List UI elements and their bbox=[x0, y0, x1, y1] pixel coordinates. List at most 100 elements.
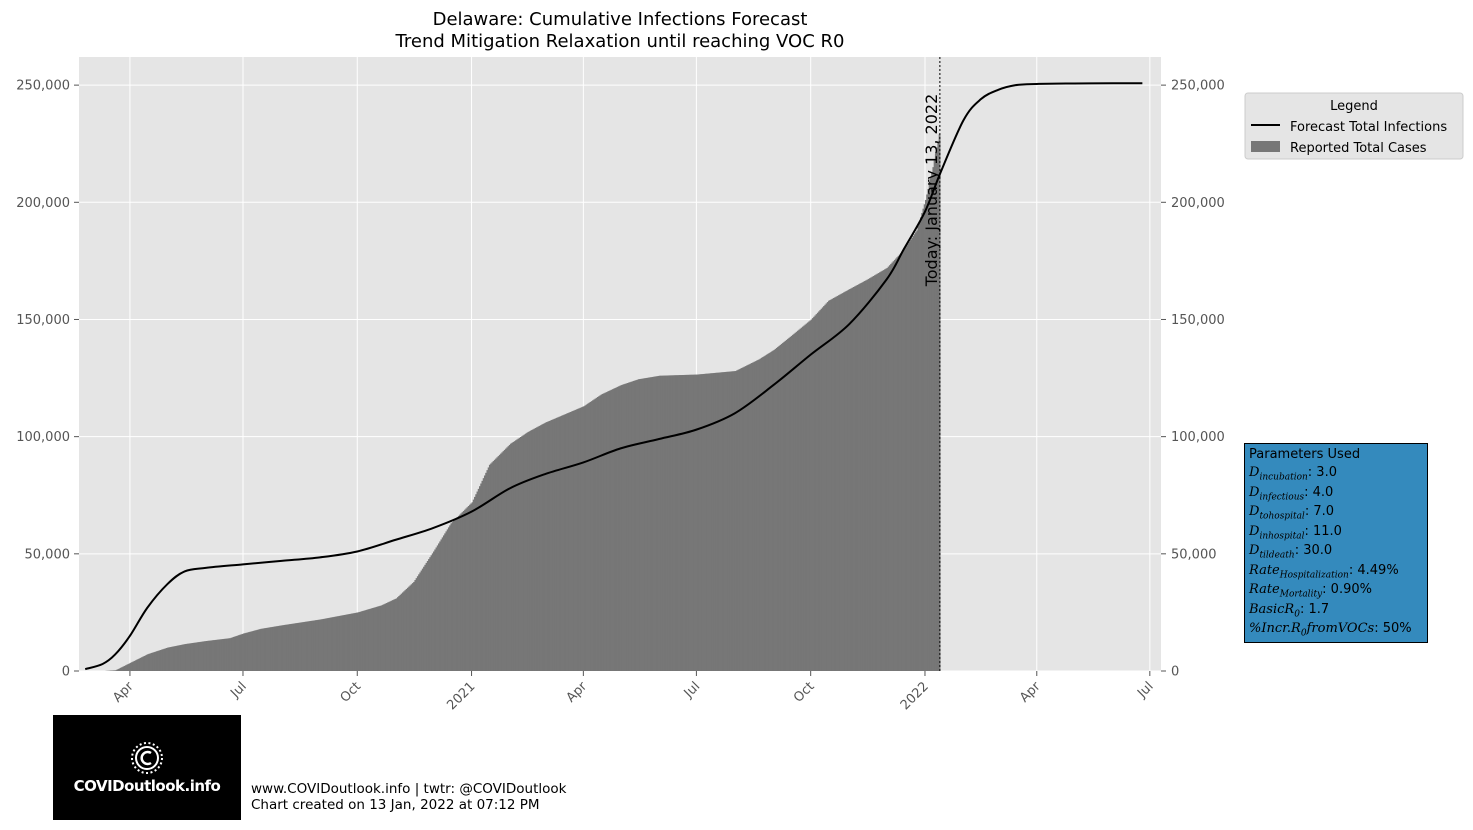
reported-case-bar bbox=[271, 626, 274, 671]
reported-case-bar bbox=[373, 607, 376, 671]
reported-case-bar bbox=[392, 600, 394, 671]
reported-case-bar bbox=[480, 483, 483, 671]
reported-case-bar bbox=[936, 147, 938, 671]
reported-case-bar bbox=[178, 645, 181, 671]
param-rate-hospitalization: RateHospitalization: 4.49% bbox=[1249, 562, 1399, 581]
reported-case-bar bbox=[247, 632, 250, 671]
reported-case-bar bbox=[334, 616, 337, 671]
reported-case-bar bbox=[558, 416, 561, 671]
reported-case-bar bbox=[880, 271, 883, 671]
reported-case-bar bbox=[718, 372, 721, 671]
reported-case-bar bbox=[861, 282, 864, 671]
reported-case-bar bbox=[255, 630, 258, 671]
reported-case-bar bbox=[696, 374, 699, 671]
today-marker: Today: January 13, 2022 bbox=[922, 57, 941, 671]
reported-case-bar bbox=[193, 642, 196, 671]
reported-case-bar bbox=[891, 262, 894, 671]
reported-case-bar bbox=[363, 610, 366, 671]
reported-case-bar bbox=[239, 634, 242, 671]
reported-case-bar bbox=[547, 421, 550, 671]
reported-case-bar bbox=[378, 606, 381, 671]
reported-case-bar bbox=[867, 278, 870, 671]
reported-case-bar bbox=[174, 646, 177, 671]
reported-case-bar bbox=[695, 374, 697, 671]
today-label: Today: January 13, 2022 bbox=[922, 94, 941, 288]
y-axis-left: 0 50,000 100,000 150,000 200,000 250,000 bbox=[16, 79, 79, 680]
reported-case-bar bbox=[397, 597, 399, 671]
reported-case-bar bbox=[811, 318, 814, 671]
x-tick-label: 2021 bbox=[444, 679, 478, 713]
reported-case-bar bbox=[310, 620, 312, 671]
reported-case-bar bbox=[759, 358, 762, 671]
reported-case-bar bbox=[297, 622, 300, 671]
reported-case-bar bbox=[466, 507, 469, 671]
reported-case-bar bbox=[823, 306, 825, 671]
reported-case-bar bbox=[405, 588, 408, 671]
reported-case-bar bbox=[137, 659, 140, 671]
reported-case-bar bbox=[131, 662, 134, 671]
reported-case-bar bbox=[287, 624, 290, 671]
reported-case-bar bbox=[918, 221, 921, 671]
reported-case-bar bbox=[352, 613, 355, 671]
reported-case-bar bbox=[134, 660, 137, 671]
reported-case-bar bbox=[395, 598, 398, 671]
reported-case-bar bbox=[233, 636, 235, 671]
reported-case-bar bbox=[387, 602, 389, 671]
reported-case-bar bbox=[743, 366, 746, 671]
reported-case-bar bbox=[877, 273, 880, 671]
reported-case-bar bbox=[729, 371, 732, 671]
reported-case-bar bbox=[758, 359, 761, 671]
reported-case-bar bbox=[394, 598, 397, 671]
reported-case-bar bbox=[451, 522, 454, 671]
reported-case-bar bbox=[770, 351, 773, 671]
reported-case-bar bbox=[508, 444, 511, 671]
reported-case-bar bbox=[756, 360, 758, 671]
reported-case-bar bbox=[172, 646, 175, 671]
reported-case-bar bbox=[441, 537, 444, 671]
reported-case-bar bbox=[312, 620, 315, 671]
reported-case-bar bbox=[559, 416, 562, 671]
reported-case-bar bbox=[180, 644, 183, 671]
reported-case-bar bbox=[871, 276, 874, 671]
reported-case-bar bbox=[408, 586, 411, 671]
reported-case-bar bbox=[316, 620, 319, 671]
chart-subtitle: Trend Mitigation Relaxation until reachi… bbox=[395, 31, 845, 52]
reported-case-bar bbox=[446, 529, 449, 671]
reported-case-bar bbox=[433, 551, 435, 671]
reported-case-bar bbox=[445, 531, 448, 671]
legend-item-reported: Reported Total Cases bbox=[1290, 141, 1427, 156]
reported-case-bar bbox=[270, 627, 273, 671]
param-d-incubation: Dincubation: 3.0 bbox=[1249, 465, 1337, 483]
reported-case-bar bbox=[133, 660, 136, 671]
reported-case-bar bbox=[251, 631, 254, 671]
reported-case-bar bbox=[311, 620, 314, 671]
reported-case-bar bbox=[460, 513, 463, 671]
reported-case-bar bbox=[498, 454, 501, 671]
reported-case-bar bbox=[183, 644, 186, 671]
reported-case-bar bbox=[516, 439, 519, 671]
reported-case-bar bbox=[266, 627, 269, 671]
reported-case-bar bbox=[194, 642, 197, 671]
reported-case-bar bbox=[905, 247, 907, 672]
reported-case-bar bbox=[428, 559, 430, 671]
reported-case-bar bbox=[814, 315, 817, 671]
reported-case-bar bbox=[733, 371, 736, 671]
reported-case-bar bbox=[652, 376, 655, 671]
reported-case-bar bbox=[764, 355, 767, 671]
reported-case-bar bbox=[348, 614, 351, 671]
reported-case-bar bbox=[747, 364, 750, 671]
reported-case-bar bbox=[318, 619, 321, 671]
reported-case-bar bbox=[593, 399, 596, 671]
reported-case-bar bbox=[679, 375, 681, 671]
reported-case-bar bbox=[784, 340, 787, 671]
reported-case-bar bbox=[897, 255, 900, 672]
reported-case-bar bbox=[556, 417, 558, 671]
reported-case-bar bbox=[839, 294, 842, 671]
reported-case-bar bbox=[701, 374, 704, 671]
reported-case-bar bbox=[425, 562, 428, 671]
reported-case-bar bbox=[308, 621, 311, 671]
reported-case-bar bbox=[152, 652, 155, 671]
reported-case-bar bbox=[198, 642, 201, 671]
reported-case-bar bbox=[927, 189, 930, 671]
reported-case-bar bbox=[256, 629, 259, 671]
